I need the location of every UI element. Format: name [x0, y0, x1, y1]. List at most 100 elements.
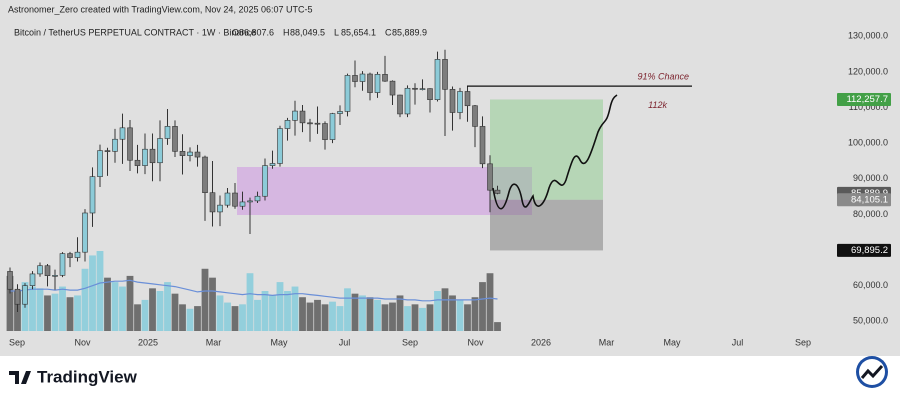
candle-body — [299, 110, 306, 124]
candle-body — [374, 74, 381, 93]
volume-bar — [36, 288, 44, 331]
footer-logo: TradingView — [9, 356, 888, 388]
volume-bar — [359, 295, 366, 331]
volume-bar — [59, 286, 66, 331]
candle-body — [209, 192, 216, 213]
volume-bar — [74, 295, 81, 331]
candle-body — [127, 127, 133, 161]
candle-body — [442, 59, 448, 90]
candle-body — [194, 151, 201, 158]
candle-body — [464, 91, 471, 107]
volume-bar — [96, 251, 104, 331]
volume-bar — [29, 286, 36, 331]
volume-bar — [246, 273, 254, 331]
logo-mark — [9, 371, 31, 384]
candle-body — [59, 253, 66, 276]
volume-bar — [51, 293, 59, 331]
candle-body — [434, 59, 441, 100]
volume-bar — [291, 286, 299, 331]
y-tick-label: 80,000.0 — [853, 209, 888, 219]
volume-bar — [329, 301, 336, 331]
volume-bar — [336, 306, 344, 331]
volume-bar — [276, 282, 284, 331]
candle-body — [307, 122, 313, 125]
candle-body — [74, 251, 81, 258]
x-tick-label: Sep — [9, 337, 25, 347]
volume-bar — [434, 291, 441, 331]
candle-body — [457, 91, 463, 113]
ohlc-name: C — [385, 27, 392, 37]
volume-bar — [374, 299, 381, 331]
volume-bar — [404, 306, 411, 331]
candle-body — [67, 253, 73, 258]
candle-body — [427, 88, 433, 100]
candle-body — [269, 163, 276, 166]
volume-bar — [411, 304, 419, 331]
chart-title: Bitcoin / TetherUS PERPETUAL CONTRACT · … — [14, 27, 256, 37]
volume-bar — [306, 302, 314, 331]
candle-body — [82, 212, 88, 253]
ohlc-name: H — [283, 27, 290, 37]
volume-bar — [201, 268, 209, 331]
volume-bar — [449, 295, 456, 331]
y-tick-label: 110,000.0 — [849, 102, 888, 112]
ohlc-value: 88,049.5 — [290, 27, 325, 37]
volume-ma-line — [10, 279, 498, 302]
candle-body — [314, 122, 321, 125]
candle-body — [187, 151, 193, 156]
volume-bar — [81, 268, 89, 331]
y-tick-label: 60,000.0 — [853, 280, 888, 290]
candle-body — [202, 156, 208, 193]
price-tag — [837, 243, 891, 257]
candle-body — [352, 75, 358, 82]
x-tick-label: Mar — [206, 337, 222, 347]
x-tick-label: Sep — [795, 337, 811, 347]
volume-bar — [134, 304, 141, 331]
candle-body — [119, 127, 126, 140]
volume-bar — [486, 273, 494, 331]
candle-body — [337, 111, 343, 114]
volume-bar — [284, 291, 291, 331]
candle-body — [172, 126, 178, 152]
price-tag-label: 112,257.7 — [846, 94, 888, 105]
volume-bar — [261, 291, 269, 331]
candle-body — [494, 189, 501, 194]
x-tick-label: May — [663, 337, 681, 347]
y-tick-label: 100,000.0 — [848, 138, 888, 148]
candle-body — [382, 74, 388, 82]
ohlc-value: 85,889.9 — [392, 27, 427, 37]
candle-body — [22, 285, 28, 305]
candle-body — [479, 126, 486, 165]
volume-bar — [126, 275, 134, 331]
candle-body — [164, 126, 171, 139]
volume-bar — [209, 277, 216, 331]
volume-bar — [156, 291, 164, 331]
candle-body — [367, 73, 373, 93]
volume-bar — [314, 299, 321, 331]
volume-bar — [89, 255, 96, 331]
candle-body — [217, 204, 223, 213]
corner-badge-inner — [859, 359, 885, 385]
volume-bar — [111, 282, 119, 331]
volume-bar — [6, 275, 14, 331]
volume-bar — [344, 288, 351, 331]
y-tick-label: 130,000.0 — [848, 31, 888, 41]
volume-bar — [171, 293, 179, 331]
candle-body — [89, 176, 96, 214]
x-tick-label: Sep — [402, 337, 418, 347]
volume-bar — [231, 306, 239, 331]
candle-body — [419, 88, 426, 90]
candle-body — [389, 80, 396, 96]
x-tick-label: May — [270, 337, 288, 347]
volume-bar — [104, 277, 111, 331]
price-tag-label: 84,105.1 — [851, 194, 888, 205]
volume-bar — [216, 295, 224, 331]
candle-body — [359, 73, 366, 82]
candle-body — [487, 163, 493, 191]
volume-bar — [366, 297, 374, 331]
volume-bar — [179, 304, 186, 331]
candle-body — [104, 150, 111, 152]
brand: TradingView — [37, 367, 138, 386]
ohlc-name: O — [232, 27, 239, 37]
